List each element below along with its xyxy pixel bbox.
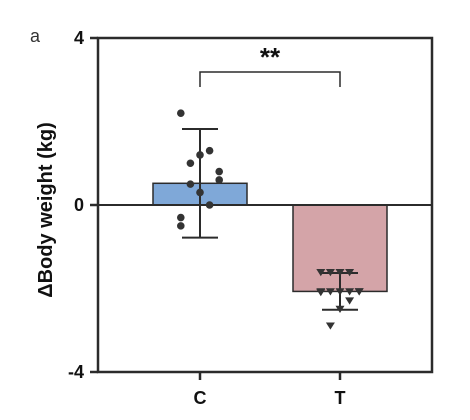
data-point [335,288,345,296]
panel-label: a [30,26,41,46]
data-point [177,222,185,230]
data-point [215,176,223,184]
data-point [205,146,214,155]
data-point [335,269,345,277]
data-point [345,288,355,296]
data-point [345,297,355,305]
y-tick-label: 0 [74,195,84,215]
data-point [215,167,223,176]
data-point [316,289,326,297]
data-point [335,305,345,313]
data-point [196,188,204,197]
labels-layer: -4 0 4 C T ** [68,28,346,408]
data-point [354,288,364,296]
significance-label: ** [260,42,281,72]
significance-bracket [199,71,341,87]
x-tick-label: T [335,388,346,408]
y-tick-label: -4 [68,362,84,382]
data-point [177,213,185,222]
y-tick-label: 4 [74,28,84,48]
data-point [345,269,355,277]
data-point [325,322,335,330]
data-point [325,269,335,277]
data-point [186,159,195,168]
data-point [325,288,335,296]
y-axis-label: ΔBody weight (kg) [35,122,57,297]
data-point [196,151,204,159]
x-tick-label: C [194,388,207,408]
data-point [316,269,326,277]
data-point [186,180,195,188]
data-point [205,201,214,209]
data-point [177,109,185,117]
plot-area [90,36,434,380]
